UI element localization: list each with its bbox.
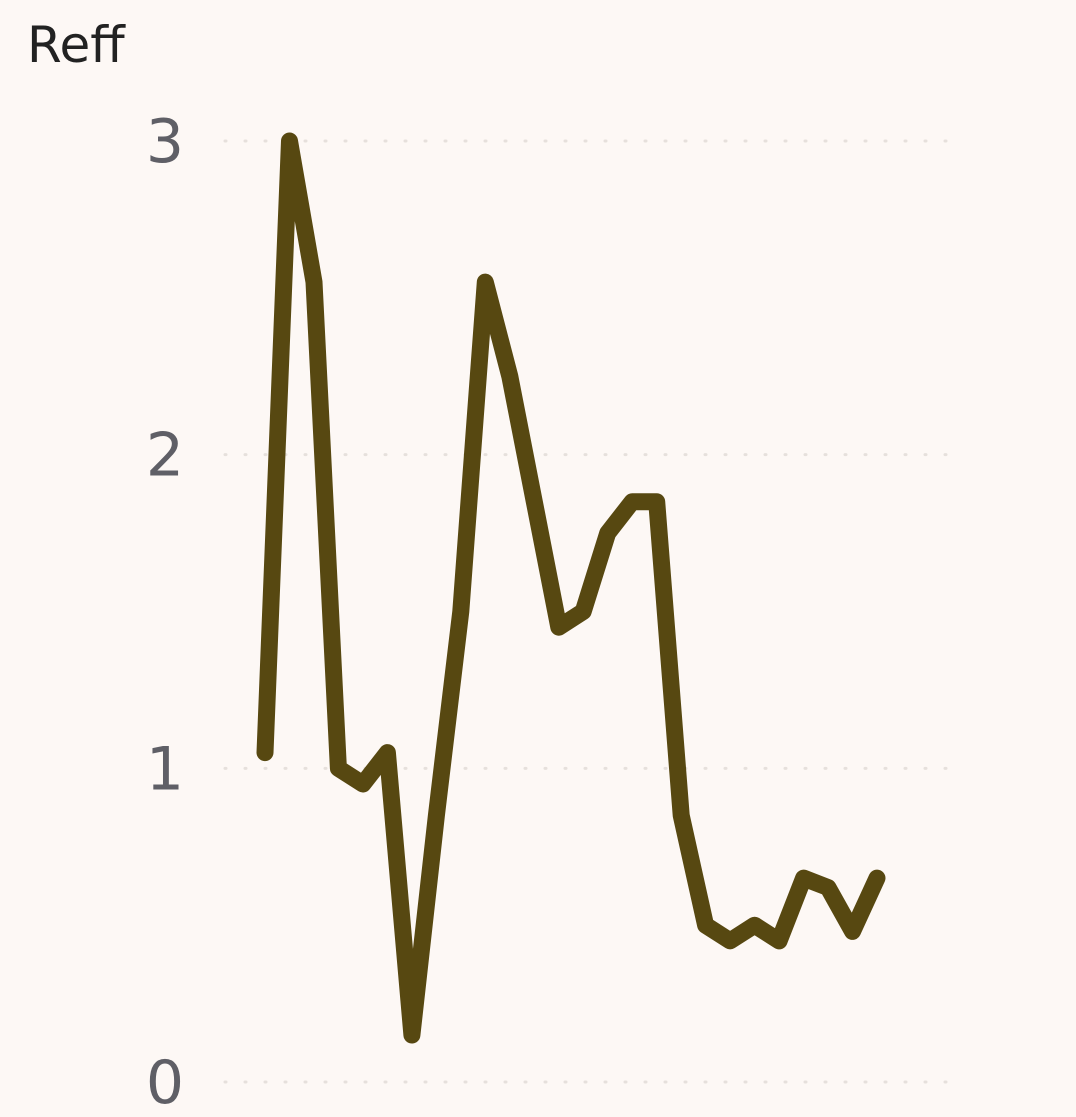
y-tick-labels: 0 1 2 3 [146,107,184,1117]
y-tick-label: 2 [146,421,184,491]
y-tick-label: 1 [146,734,184,804]
y-tick-label: 0 [146,1048,184,1117]
y-axis-title: Reff [27,16,126,74]
series-layer [256,132,886,1044]
y-tick-label: 3 [146,107,184,177]
series-line-1 [256,132,886,1044]
